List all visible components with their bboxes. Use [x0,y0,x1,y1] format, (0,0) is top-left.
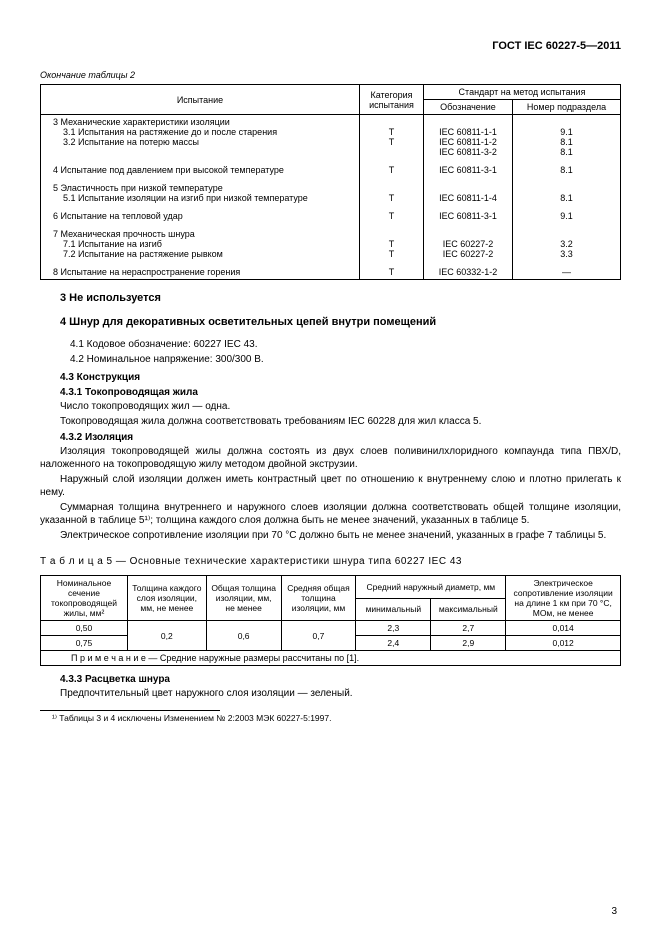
t2-cat-72: Т [364,249,419,259]
t5-note: П р и м е ч а н и е — Средние наружные р… [41,651,621,666]
t5-h4: Средняя общая толщина изоляции, мм [281,576,356,621]
t2-cat-71: Т [364,239,419,249]
t2-r8: 8 Испытание на нераспространение горения [45,267,355,277]
heading-4-3-1: 4.3.1 Токопроводящая жила [60,387,621,398]
t2-std-32b: IEC 60811-3-2 [428,147,508,157]
t2-r71: 7.1 Испытание на изгиб [45,239,355,249]
t2-std-6: IEC 60811-3-1 [428,211,508,221]
table-5: Номинальное сечение токопроводящей жилы,… [40,575,621,666]
t2-r72: 7.2 Испытание на растяжение рывком [45,249,355,259]
table2-header-category: Категория испытания [360,85,424,115]
footnote-rule [40,710,220,711]
para-4-2: 4.2 Номинальное напряжение: 300/300 В. [70,353,621,366]
t2-cat-4: Т [364,165,419,175]
t5-h1: Номинальное сечение токопроводящей жилы,… [41,576,128,621]
para-431a: Число токопроводящих жил — одна. [40,400,621,413]
t2-std-51: IEC 60811-1-4 [428,193,508,203]
t2-cat-8: Т [364,267,419,277]
t2-std-71: IEC 60227-2 [428,239,508,249]
t2-r4: 4 Испытание под давлением при высокой те… [45,165,355,175]
t5-r1c5: 2,3 [356,621,431,636]
t2-cat-6: Т [364,211,419,221]
t5-h5: Средний наружный диаметр, мм [356,576,506,599]
t2-sub-32b: 8.1 [517,147,616,157]
t2-cat-32: Т [364,137,419,147]
para-432c: Суммарная толщина внутреннего и наружног… [40,501,621,527]
t5-r2c6: 2,9 [431,636,506,651]
para-432d: Электрическое сопротивление изоляции при… [40,529,621,542]
footnote-1: ¹⁾ Таблицы 3 и 4 исключены Изменением № … [52,713,621,724]
t5-h5b: максимальный [431,598,506,621]
t5-r2c5: 2,4 [356,636,431,651]
para-432b: Наружный слой изоляции должен иметь конт… [40,473,621,499]
t5-c2: 0,2 [127,621,206,651]
t2-std-8: IEC 60332-1-2 [428,267,508,277]
table2-header-test: Испытание [41,85,360,115]
table-2: Испытание Категория испытания Стандарт н… [40,84,621,280]
t2-r7: 7 Механическая прочность шнура [45,229,355,239]
t2-std-72: IEC 60227-2 [428,249,508,259]
t5-h5a: минимальный [356,598,431,621]
table2-continuation-label: Окончание таблицы 2 [40,70,621,80]
t2-sub-8: — [517,267,616,277]
table2-header-designation: Обозначение [424,100,513,115]
table2-header-standard: Стандарт на метод испытания [424,85,621,100]
heading-4-3-2: 4.3.2 Изоляция [60,432,621,443]
t5-c4: 0,7 [281,621,356,651]
table2-header-subclause: Номер подраздела [513,100,621,115]
page-number: 3 [611,906,617,917]
t2-sub-32a: 8.1 [517,137,616,147]
t2-sub-4: 8.1 [517,165,616,175]
t2-r5: 5 Эластичность при низкой температуре [45,183,355,193]
document-header: ГОСТ IEC 60227-5—2011 [40,40,621,52]
t2-cat-31: Т [364,127,419,137]
t2-r6: 6 Испытание на тепловой удар [45,211,355,221]
t5-r1c6: 2,7 [431,621,506,636]
t5-h2: Толщина каждого слоя изоляции, мм, не ме… [127,576,206,621]
t5-r1c1: 0,50 [41,621,128,636]
t2-sub-6: 9.1 [517,211,616,221]
t2-r31: 3.1 Испытания на растяжение до и после с… [45,127,355,137]
t5-h6: Электрическое сопротивление изоляции на … [506,576,621,621]
t2-sub-72: 3.3 [517,249,616,259]
t5-r2c7: 0,012 [506,636,621,651]
t5-c3: 0,6 [206,621,281,651]
t2-std-32a: IEC 60811-1-2 [428,137,508,147]
t2-r3: 3 Механические характеристики изоляции [45,117,355,127]
t5-r1c7: 0,014 [506,621,621,636]
para-4-1: 4.1 Кодовое обозначение: 60227 IEC 43. [70,338,621,351]
heading-4-3-3: 4.3.3 Расцветка шнура [60,674,621,685]
t2-sub-51: 8.1 [517,193,616,203]
t2-sub-31: 9.1 [517,127,616,137]
heading-4-3: 4.3 Конструкция [60,372,621,383]
t5-h3: Общая толщина изоляции, мм, не менее [206,576,281,621]
para-431b: Токопроводящая жила должна соответствова… [40,415,621,428]
table5-caption: Т а б л и ц а 5 — Основные технические х… [40,556,621,567]
t2-std-31: IEC 60811-1-1 [428,127,508,137]
t5-r2c1: 0,75 [41,636,128,651]
para-433: Предпочтительный цвет наружного слоя изо… [40,687,621,700]
para-432a: Изоляция токопроводящей жилы должна сост… [40,445,621,471]
section-4-heading: 4 Шнур для декоративных осветительных це… [60,316,621,328]
t2-r51: 5.1 Испытание изоляции на изгиб при низк… [45,193,355,203]
section-3-heading: 3 Не используется [60,292,621,304]
t2-std-4: IEC 60811-3-1 [428,165,508,175]
t2-r32: 3.2 Испытание на потерю массы [45,137,355,147]
t2-sub-71: 3.2 [517,239,616,249]
page: ГОСТ IEC 60227-5—2011 Окончание таблицы … [0,0,661,935]
t2-cat-51: Т [364,193,419,203]
